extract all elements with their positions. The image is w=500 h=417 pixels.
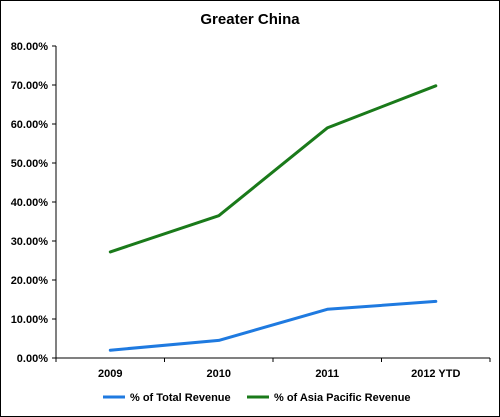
data-point xyxy=(435,85,437,87)
chart-title: Greater China xyxy=(200,11,300,28)
y-tick-label: 50.00% xyxy=(11,158,49,170)
data-point xyxy=(109,349,111,351)
legend: % of Total Revenue % of Asia Pacific Reve… xyxy=(103,392,411,404)
x-tick-label: 2011 xyxy=(315,368,339,380)
y-tick-label: 30.00% xyxy=(11,236,49,248)
x-tick-label: 2009 xyxy=(98,368,122,380)
y-tick-label: 20.00% xyxy=(11,275,49,287)
data-point xyxy=(326,308,328,310)
y-tick-label: 80.00% xyxy=(11,41,49,53)
y-tick-label: 40.00% xyxy=(11,197,49,209)
series-layer xyxy=(108,84,438,352)
legend-label: % of Asia Pacific Revenue xyxy=(274,392,411,404)
y-tick-label: 60.00% xyxy=(11,119,49,131)
data-point xyxy=(109,251,111,253)
data-point xyxy=(435,300,437,302)
y-tick-label: 0.00% xyxy=(17,353,48,365)
legend-label: % of Total Revenue xyxy=(130,392,231,404)
x-tick-label: 2010 xyxy=(207,368,231,380)
x-axis: 2009 2010 2011 2012 YTD xyxy=(55,357,491,380)
data-point xyxy=(218,339,220,341)
data-point xyxy=(218,215,220,217)
x-tick-label: 2012 YTD xyxy=(411,368,460,380)
y-tick-label: 10.00% xyxy=(11,314,49,326)
y-axis: 0.00% 10.00% 20.00% 30.00% 40.00% 50.00% 60.00… xyxy=(11,41,57,365)
data-point xyxy=(326,127,328,129)
series-line-0 xyxy=(108,299,438,352)
y-tick-label: 70.00% xyxy=(11,80,49,92)
series-line-1 xyxy=(108,84,438,254)
